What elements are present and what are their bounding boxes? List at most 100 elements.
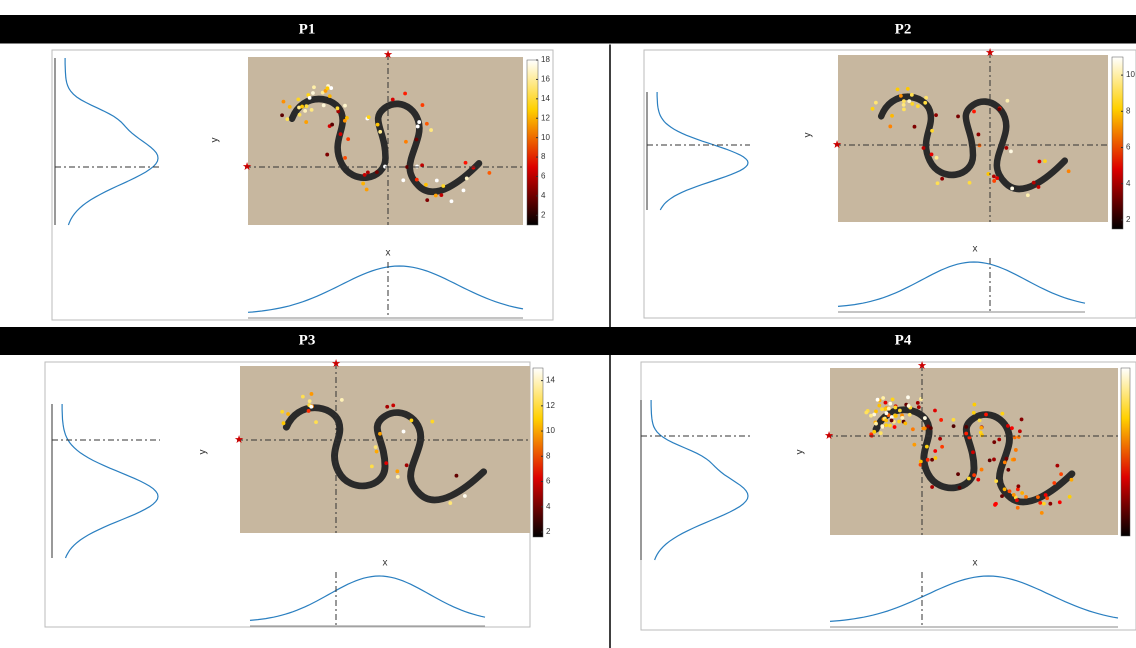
gaze-point <box>912 443 916 447</box>
gaze-point <box>280 410 284 414</box>
gaze-point <box>871 107 875 111</box>
gaze-point <box>280 113 284 117</box>
gaze-point <box>874 101 878 105</box>
gaze-point <box>1026 193 1030 197</box>
gaze-point <box>322 103 326 107</box>
x-axis-label: x <box>386 248 391 259</box>
panel-title: P1 <box>299 21 316 37</box>
gaze-point <box>940 445 944 449</box>
gaze-point <box>300 105 304 109</box>
gaze-point <box>924 96 928 100</box>
gaze-point <box>325 153 329 157</box>
star-marker: ★ <box>331 358 341 370</box>
gaze-point <box>346 137 350 141</box>
gaze-point <box>1014 448 1018 452</box>
gaze-point <box>888 402 892 406</box>
gaze-point <box>385 405 389 409</box>
gaze-point <box>1055 464 1059 468</box>
gaze-point <box>936 181 940 185</box>
gaze-point <box>404 140 408 144</box>
gaze-point <box>910 102 914 106</box>
gaze-point <box>1012 493 1016 497</box>
y-axis-label: y <box>795 450 806 455</box>
gaze-point <box>343 104 347 108</box>
gaze-point <box>339 132 343 136</box>
gaze-point <box>879 431 883 435</box>
gaze-point <box>1016 484 1020 488</box>
colorbar-tick-label: 10 <box>541 133 550 142</box>
gaze-point <box>916 104 920 108</box>
gaze-point <box>893 406 897 410</box>
gaze-point <box>1068 495 1072 499</box>
gaze-point <box>1006 99 1010 103</box>
gaze-point <box>939 418 943 422</box>
header-bar <box>0 15 1136 44</box>
colorbar-tick-label: 6 <box>541 172 546 181</box>
star-marker: ★ <box>824 430 834 442</box>
gaze-point <box>908 413 912 417</box>
gaze-point <box>396 475 400 479</box>
gaze-point <box>487 171 491 175</box>
gaze-point <box>964 425 968 429</box>
gaze-point <box>464 161 468 165</box>
gaze-point <box>992 175 996 179</box>
star-marker: ★ <box>383 49 393 61</box>
gaze-point <box>903 422 907 426</box>
gaze-point <box>391 403 395 407</box>
gaze-point <box>1004 146 1008 150</box>
colorbar-tick-label: 8 <box>1126 106 1131 115</box>
gaze-point <box>1038 160 1042 164</box>
gaze-point <box>995 176 999 180</box>
gaze-point <box>930 129 934 133</box>
gaze-point <box>1006 424 1010 428</box>
gaze-point <box>972 473 976 477</box>
gaze-point <box>378 130 382 134</box>
gaze-point <box>891 397 895 401</box>
colorbar-tick-label: 4 <box>1126 179 1131 188</box>
gaze-point <box>345 116 349 120</box>
colorbar <box>1121 368 1130 536</box>
colorbar-tick-label: 10 <box>1126 70 1135 79</box>
gaze-point <box>463 494 467 498</box>
gaze-point <box>893 425 897 429</box>
gaze-point <box>1032 181 1036 185</box>
gaze-point <box>301 395 305 399</box>
gaze-point <box>902 99 906 103</box>
panel-title: P2 <box>895 21 912 37</box>
gaze-point <box>296 97 300 101</box>
colorbar-tick-label: 4 <box>546 502 551 511</box>
gaze-point <box>874 422 878 426</box>
gaze-point <box>415 178 419 182</box>
gaze-point <box>992 440 996 444</box>
gaze-point <box>881 396 885 400</box>
gaze-point <box>994 479 998 483</box>
gaze-point <box>307 409 311 413</box>
gaze-point <box>304 120 308 124</box>
gaze-point <box>890 114 894 118</box>
gaze-point <box>434 194 438 198</box>
gaze-point <box>465 176 469 180</box>
gaze-point <box>911 427 915 431</box>
colorbar <box>527 60 538 225</box>
gaze-point <box>1038 501 1042 505</box>
gaze-point <box>979 426 983 430</box>
gaze-point <box>940 177 944 181</box>
gaze-point <box>930 152 934 156</box>
gaze-point <box>1003 487 1007 491</box>
gaze-point <box>956 115 960 119</box>
gaze-point <box>952 424 956 428</box>
gaze-point <box>415 138 419 142</box>
colorbar-tick-label: 18 <box>541 55 550 64</box>
gaze-point <box>898 409 902 413</box>
gaze-point <box>1010 426 1014 430</box>
y-axis-label: y <box>210 138 221 143</box>
gaze-point <box>310 392 314 396</box>
gaze-point <box>462 188 466 192</box>
gaze-point <box>384 461 388 465</box>
gaze-point <box>899 94 903 98</box>
figure: P1 P2 P3 P4 ★★24681012141618xy★★246810xy… <box>0 0 1136 648</box>
gaze-point <box>929 426 933 430</box>
gaze-point <box>1018 429 1022 433</box>
gaze-point <box>934 113 938 117</box>
gaze-point <box>971 450 975 454</box>
